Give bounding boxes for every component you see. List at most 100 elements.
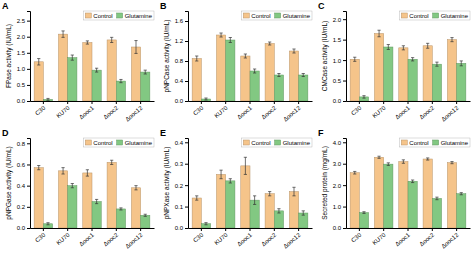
chart-container: 0.00.51.01.52.0 2.5 C30KU70Δooc1Δooc2Δooc1…	[0, 0, 474, 254]
y-tick-mark	[185, 142, 188, 143]
y-tick-mark	[343, 164, 346, 165]
x-tick-mark	[140, 228, 141, 231]
y-tick-label: 1.5	[17, 50, 26, 56]
bar	[374, 34, 383, 102]
bar	[350, 173, 359, 228]
x-tick-label: KU70	[371, 231, 387, 246]
x-tick-label: Δooc1	[394, 104, 411, 120]
legend-label: Control	[409, 140, 428, 146]
x-tick: C30	[350, 228, 363, 243]
x-tick-label: Δooc1	[394, 231, 411, 247]
bar-series	[192, 33, 298, 101]
error-bar	[204, 98, 207, 100]
error-bar	[402, 46, 405, 50]
error-bar	[277, 74, 280, 77]
legend-swatch	[243, 140, 249, 145]
bar	[58, 34, 67, 101]
bar	[92, 70, 101, 101]
x-tick-label: KU70	[55, 104, 71, 119]
legend-swatch	[433, 140, 439, 145]
legend-swatch	[433, 13, 439, 18]
error-bar	[362, 96, 365, 98]
y-tick-label: 0.0	[333, 225, 342, 231]
y-tick: 2.0	[17, 34, 30, 40]
error-bar	[61, 168, 64, 174]
error-bar	[134, 41, 137, 54]
x-tick-mark	[359, 228, 360, 231]
plot-area: 0.01.02.03.04.0C30KU70Δooc1Δooc2Δooc12Co…	[333, 138, 471, 249]
bar-series	[350, 156, 456, 228]
bar-series	[192, 157, 298, 228]
legend-label: Control	[251, 13, 270, 19]
y-tick-label: 0.2	[175, 183, 184, 189]
error-bar	[253, 69, 256, 73]
bar	[226, 181, 235, 228]
legend-frame	[83, 138, 154, 147]
y-axis-title: pNPCase activity (IU/mL)	[163, 20, 171, 93]
bar	[384, 164, 393, 228]
y-tick-mark	[27, 101, 30, 102]
y-axis-line	[343, 139, 347, 229]
y-tick-label: 1.0	[333, 58, 342, 64]
error-bar	[144, 214, 147, 216]
legend-item: Control	[401, 13, 428, 19]
bar	[457, 63, 466, 101]
x-tick-mark	[456, 101, 457, 104]
legend: ControlGlutamine	[83, 138, 154, 147]
x-tick-mark	[43, 101, 44, 104]
y-tick-label: 2.0	[333, 17, 342, 23]
bar	[408, 181, 417, 228]
bar	[265, 194, 274, 228]
error-bar	[411, 58, 414, 61]
bar	[457, 194, 466, 228]
y-axis: 0.00.10.20.30.4	[175, 139, 189, 232]
y-tick-label: 0.6	[17, 162, 26, 168]
y-tick: 0.0	[175, 225, 188, 231]
y-tick-mark	[343, 101, 346, 102]
y-axis: 0.00.51.01.52.0	[333, 12, 347, 105]
marks	[350, 30, 466, 101]
x-tick: Δooc1	[236, 228, 253, 247]
x-tick-mark	[250, 101, 251, 104]
y-tick: 0.2	[17, 204, 30, 210]
bar-series	[43, 55, 149, 101]
error-bar	[302, 211, 305, 215]
x-tick: Δooc12	[282, 228, 302, 249]
x-tick: Δooc12	[124, 101, 144, 122]
marks	[34, 160, 150, 228]
y-tick: 0.0	[17, 225, 30, 231]
x-tick-mark	[383, 228, 384, 231]
legend-label: Glutamine	[125, 140, 153, 146]
x-axis: C30KU70Δooc1Δooc2Δooc12	[31, 101, 155, 122]
y-tick: 0.0	[175, 98, 188, 104]
y-tick: 2.0	[333, 183, 346, 189]
y-tick-mark	[185, 207, 188, 208]
x-tick-mark	[225, 228, 226, 231]
y-tick-label: 0.8	[175, 58, 184, 64]
error-bar	[387, 45, 390, 50]
x-tick-mark	[116, 101, 117, 104]
error-bar	[460, 61, 463, 66]
bar	[192, 198, 201, 228]
error-bar	[86, 41, 89, 44]
x-tick-mark	[201, 228, 202, 231]
y-tick-label: 2.0	[17, 34, 26, 40]
x-tick-mark	[456, 228, 457, 231]
error-bar	[195, 196, 198, 200]
x-tick-mark	[274, 228, 275, 231]
y-tick: 2.5	[17, 18, 30, 24]
x-tick: C30	[192, 101, 205, 116]
x-tick: KU70	[371, 101, 387, 119]
error-bar	[219, 170, 222, 179]
x-tick: Δooc12	[440, 228, 460, 249]
x-tick: KU70	[371, 228, 387, 246]
bar	[83, 43, 92, 102]
y-tick-label: 0.1	[175, 204, 184, 210]
error-bar	[377, 30, 380, 37]
y-tick: 0.8	[175, 58, 188, 64]
y-tick-mark	[185, 81, 188, 82]
x-tick-label: C30	[192, 231, 205, 243]
y-axis: 0.00.20.40.60.8	[17, 139, 31, 232]
marks	[192, 157, 308, 228]
error-bar	[411, 180, 414, 183]
